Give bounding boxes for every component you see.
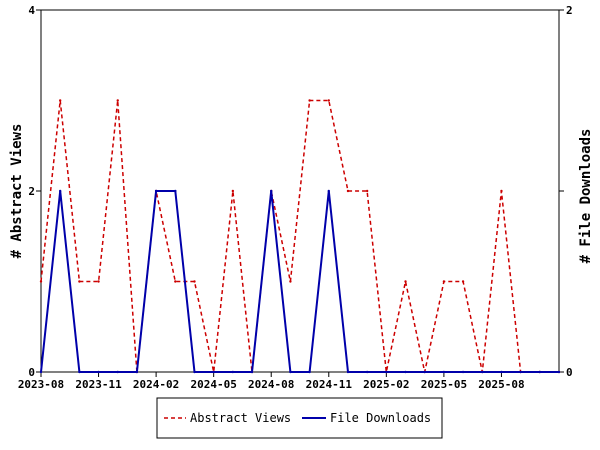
left-y-axis-title: # Abstract Views [9, 124, 25, 259]
x-tick-label: 2024-11 [306, 378, 353, 391]
data-point-abstract-views [58, 99, 62, 102]
x-tick-label: 2023-11 [75, 378, 122, 391]
data-point-file-downloads [231, 370, 235, 374]
data-point-file-downloads [442, 370, 446, 374]
data-point-abstract-views [289, 280, 292, 283]
data-point-file-downloads [116, 370, 119, 374]
data-point-abstract-views [442, 280, 446, 283]
data-point-file-downloads [212, 370, 215, 374]
data-point-abstract-views [461, 280, 465, 283]
x-tick-label: 2025-05 [421, 378, 467, 391]
data-point-file-downloads [346, 370, 350, 374]
data-point-file-downloads [481, 370, 484, 374]
data-point-file-downloads [423, 370, 426, 374]
legend-label-abstract-views: Abstract Views [190, 411, 291, 425]
legend-box [156, 397, 443, 439]
data-point-file-downloads [404, 370, 407, 374]
left-y-tick-label: 0 [28, 366, 35, 379]
data-point-file-downloads [519, 370, 522, 374]
right-y-tick-label: 0 [566, 366, 573, 379]
data-point-file-downloads [308, 370, 311, 374]
right-y-axis-ticks: 02 [559, 4, 573, 379]
data-point-file-downloads [365, 370, 369, 374]
x-tick-label: 2024-02 [133, 378, 179, 391]
data-point-abstract-views [346, 189, 350, 193]
x-tick-label: 2025-02 [363, 378, 409, 391]
x-tick-label: 2025-08 [478, 378, 524, 391]
data-point-abstract-views [39, 280, 43, 283]
data-point-file-downloads [557, 370, 561, 374]
x-tick-label: 2024-08 [248, 378, 294, 391]
data-point-abstract-views [327, 99, 330, 102]
x-tick-label: 2024-05 [190, 378, 236, 391]
data-point-file-downloads [39, 370, 43, 374]
data-point-file-downloads [289, 370, 292, 374]
data-point-abstract-views [97, 280, 100, 283]
data-point-abstract-views [193, 280, 196, 283]
series-line-file-downloads [40, 190, 559, 373]
data-point-file-downloads [97, 370, 100, 374]
right-y-axis-title: # File Downloads [578, 129, 594, 264]
legend-label-file-downloads: File Downloads [330, 411, 431, 425]
right-y-tick-label: 2 [566, 4, 573, 17]
left-y-tick-label: 4 [28, 4, 35, 17]
data-point-file-downloads [58, 189, 62, 193]
data-point-file-downloads [500, 370, 503, 374]
data-point-abstract-views [116, 99, 119, 102]
x-axis-ticks: 2023-08 2023-11 2024-02 2024-05 2024-08 2024-… [18, 372, 525, 391]
data-point-abstract-views [78, 280, 81, 283]
data-point-file-downloads [250, 370, 254, 374]
left-y-axis-ticks: 0 2 4 [28, 4, 41, 379]
x-tick-label: 2023-08 [18, 378, 64, 391]
data-point-file-downloads [385, 370, 388, 374]
data-point-abstract-views [404, 280, 407, 283]
data-point-file-downloads [193, 370, 196, 374]
data-point-file-downloads [78, 370, 81, 374]
series-lines [39, 99, 561, 374]
data-point-file-downloads [538, 370, 542, 374]
data-point-file-downloads [154, 189, 158, 193]
data-point-file-downloads [135, 370, 139, 374]
data-point-abstract-views [231, 189, 235, 193]
data-point-file-downloads [461, 370, 465, 374]
data-point-file-downloads [270, 189, 273, 193]
data-point-abstract-views [365, 189, 369, 193]
series-line-abstract-views [40, 99, 559, 373]
left-y-tick-label: 2 [28, 185, 35, 198]
data-point-abstract-views [174, 280, 177, 283]
data-point-abstract-views [500, 189, 503, 193]
legend: Abstract Views File Downloads [156, 397, 443, 439]
data-point-file-downloads [327, 189, 330, 193]
data-point-abstract-views [308, 99, 311, 102]
data-point-file-downloads [174, 189, 177, 193]
